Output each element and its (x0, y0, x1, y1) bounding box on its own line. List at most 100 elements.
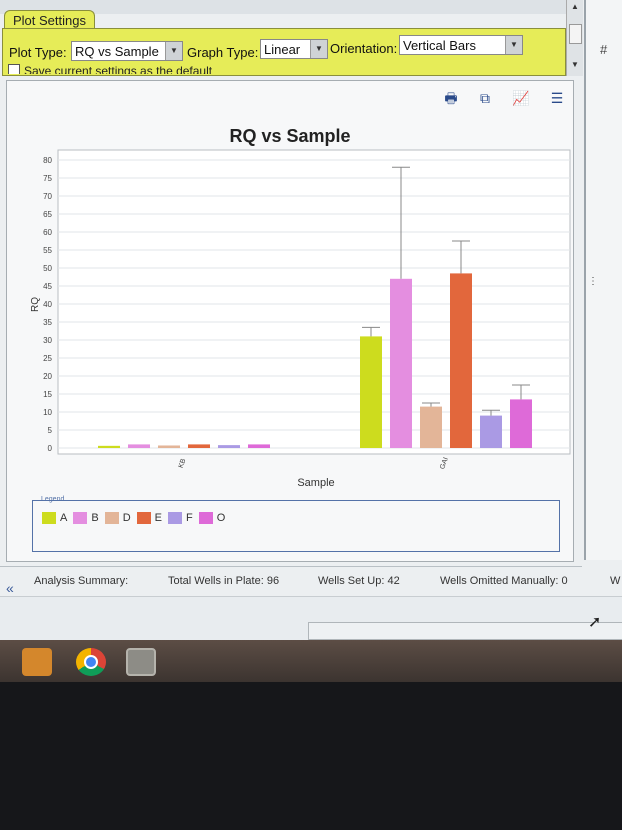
collapse-double-chevron-icon[interactable]: « (6, 580, 14, 596)
copy-icon[interactable]: ⧉ (480, 90, 490, 106)
plot-type-label: Plot Type: (9, 45, 67, 60)
legend-item-O: O (198, 512, 226, 524)
y-axis-label: RQ (30, 297, 41, 312)
save-default-label: Save current settings as the default (24, 64, 213, 74)
legend-item-B: B (73, 512, 99, 524)
y-tick-label: 50 (43, 264, 52, 273)
y-tick-label: 70 (43, 192, 52, 201)
save-default-checkbox[interactable]: Save current settings as the default (8, 64, 248, 74)
orientation-label: Orientation: (330, 41, 398, 56)
legend-item-F: F (167, 512, 193, 524)
legend-swatch (104, 512, 119, 524)
y-tick-label: 20 (43, 372, 52, 381)
y-tick-label: 5 (48, 426, 53, 435)
scroll-up-icon[interactable]: ▲ (571, 2, 579, 11)
plot-area (57, 149, 571, 455)
analysis-summary-label: Analysis Summary: (34, 575, 129, 587)
scroll-down-icon[interactable]: ▼ (571, 60, 579, 69)
app-window-icon[interactable] (126, 648, 156, 676)
print-icon[interactable]: 🖶 (444, 90, 458, 106)
bar-F-GAI (480, 415, 502, 448)
legend-swatch (42, 512, 56, 524)
plot-settings-panel: Plot Type: RQ vs Sample ▼ Graph Type: Li… (2, 28, 566, 76)
y-tick-label: 65 (43, 210, 52, 219)
chrome-icon[interactable] (76, 648, 106, 676)
list-icon[interactable]: ☰ (550, 90, 564, 106)
y-tick-label: 15 (43, 390, 52, 399)
legend-swatch (198, 512, 213, 524)
legend-item-A: A (42, 512, 67, 524)
chevron-down-icon: ▼ (310, 40, 327, 58)
y-tick-label: 30 (43, 336, 52, 345)
y-tick-label: 75 (43, 174, 52, 183)
analysis-summary-bar: Analysis Summary: Total Wells in Plate: … (0, 566, 620, 593)
legend-item-D: D (104, 512, 131, 524)
y-tick-label: 60 (43, 228, 52, 237)
y-tick-label: 35 (43, 318, 52, 327)
chevron-down-icon: ▼ (505, 36, 522, 54)
legend-label: E (154, 512, 162, 524)
x-axis-label: Sample (297, 477, 334, 489)
legend-label: B (91, 512, 99, 524)
legend-label: D (122, 512, 131, 524)
wells-set-up: Wells Set Up: 42 (318, 575, 400, 587)
y-tick-label: 45 (43, 282, 52, 291)
chart-title: RQ vs Sample (229, 126, 351, 146)
legend-swatch (73, 512, 88, 524)
bar-A-GAI (360, 336, 382, 448)
legend-label: A (60, 512, 68, 524)
application-window: Plot Settings Plot Type: RQ vs Sample ▼ … (0, 0, 622, 640)
legend-item-E: E (136, 512, 162, 524)
y-tick-label: 55 (43, 246, 52, 255)
chart-settings-icon[interactable]: 📈 (512, 90, 530, 106)
bar-E-KB (188, 444, 210, 448)
y-tick-label: 10 (43, 408, 52, 417)
orientation-value: Vertical Bars (403, 38, 476, 53)
legend-swatch (167, 512, 182, 524)
legend-label: O (216, 512, 226, 524)
bottom-input-field[interactable] (308, 622, 622, 640)
y-tick-label: 80 (43, 156, 52, 165)
bar-B-GAI (390, 278, 412, 448)
bar-B-KB (128, 444, 150, 448)
bar-D-GAI (420, 406, 442, 448)
checkbox-box[interactable] (8, 64, 20, 74)
tab-plot-settings[interactable]: Plot Settings (4, 10, 95, 30)
legend-box (32, 500, 560, 552)
y-tick-label: 0 (48, 444, 53, 453)
graph-type-label: Graph Type: (187, 45, 259, 60)
legend-title: Legend (40, 496, 66, 503)
panel-mark: # (600, 42, 608, 57)
bar-O-KB (248, 444, 270, 448)
tab-strip (0, 0, 580, 14)
graph-type-value: Linear (264, 42, 301, 57)
rq-bar-chart: 0 5 10 15 20 25 30 35 40 45 50 55 60 65 70 75 80 KB GAI R… (30, 149, 571, 489)
y-tick-label: 25 (43, 354, 52, 363)
total-wells: Total Wells in Plate: 96 (168, 575, 280, 587)
chevron-down-icon: ▼ (165, 42, 182, 60)
bar-D-KB (158, 445, 180, 448)
truncated-text: W (610, 575, 621, 587)
legend-swatch (136, 512, 151, 524)
graph-type-select[interactable]: Linear ▼ (260, 39, 328, 59)
splitter-grip-icon[interactable]: ⋮ (588, 276, 598, 287)
plot-type-value: RQ vs Sample (75, 44, 159, 59)
orientation-select[interactable]: Vertical Bars ▼ (399, 35, 523, 55)
bar-F-KB (218, 445, 240, 448)
mouse-pointer-icon: ➚ (588, 614, 602, 631)
bar-A-KB (98, 445, 120, 448)
monitor-bezel (0, 682, 622, 830)
plot-type-select[interactable]: RQ vs Sample ▼ (71, 41, 183, 61)
bar-E-GAI (450, 273, 472, 448)
legend-label: F (185, 512, 193, 524)
right-side-panel: # ⋮ (584, 0, 622, 560)
x-tick-label: KB (178, 458, 188, 469)
scroll-thumb[interactable] (569, 24, 582, 44)
y-tick-label: 40 (43, 300, 52, 309)
wells-omitted: Wells Omitted Manually: 0 (440, 575, 568, 587)
settings-scrollbar[interactable]: ▲ ▼ (566, 0, 583, 76)
x-tick-label: GAI (439, 457, 450, 471)
bar-O-GAI (510, 399, 532, 448)
media-player-icon[interactable] (22, 648, 52, 676)
